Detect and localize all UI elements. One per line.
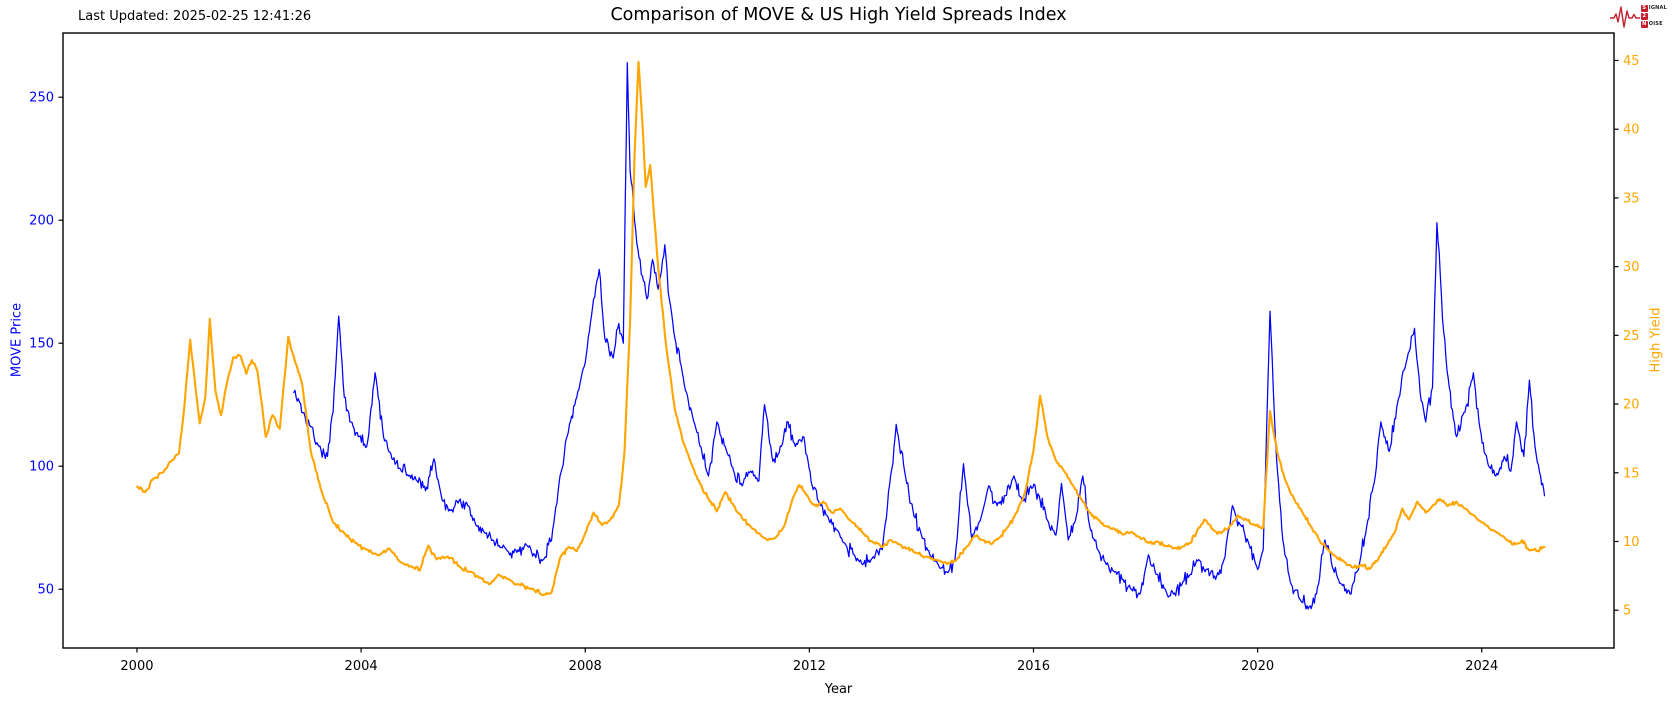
left-tick-label: 50 [37,583,54,598]
plot-border [62,32,1615,649]
x-tick-label: 2020 [1241,659,1274,674]
x-tick-label: 2012 [793,659,826,674]
right-tick-label: 35 [1623,191,1640,206]
last-updated-text: Last Updated: 2025-02-25 12:41:26 [78,9,312,24]
left-tick-label: 250 [29,91,54,106]
logo-row-signal: S IGNAL [1640,4,1667,12]
left-tick-label: 200 [29,214,54,229]
series-line-move-price [293,62,1546,610]
logo-row-noise: N OISE [1640,20,1667,28]
right-tick-label: 10 [1623,535,1640,550]
series-line-us-high-yield-spreads [135,60,1546,597]
logo-word-noise: OISE [1648,20,1663,27]
right-tick-label: 5 [1623,604,1631,619]
left-tick-label: 150 [29,337,54,352]
right-tick-label: 20 [1623,398,1640,413]
right-tick-label: 25 [1623,329,1640,344]
right-tick-label: 30 [1623,260,1640,275]
logo-word-signal: IGNAL [1648,4,1667,11]
logo-digit-2: 2 [1640,12,1648,20]
x-tick-label: 2008 [569,659,602,674]
x-tick-label: 2016 [1017,659,1050,674]
right-tick-label: 40 [1623,123,1640,138]
logo-row-2: 2 [1640,12,1667,20]
x-axis-label: Year [824,682,853,697]
x-tick-label: 2004 [345,659,378,674]
chart-title: Comparison of MOVE & US High Yield Sprea… [610,5,1067,25]
left-tick-label: 100 [29,460,54,475]
logo-letter-n: N [1640,20,1648,28]
logo: S IGNAL 2 N OISE [1609,3,1667,29]
right-tick-label: 45 [1623,54,1640,69]
logo-text: S IGNAL 2 N OISE [1640,4,1667,28]
right-tick-label: 15 [1623,466,1640,481]
heartbeat-waveform-icon [1609,6,1640,28]
x-tick-label: 2000 [120,659,153,674]
x-tick-label: 2024 [1465,659,1498,674]
logo-letter-s: S [1640,4,1648,12]
